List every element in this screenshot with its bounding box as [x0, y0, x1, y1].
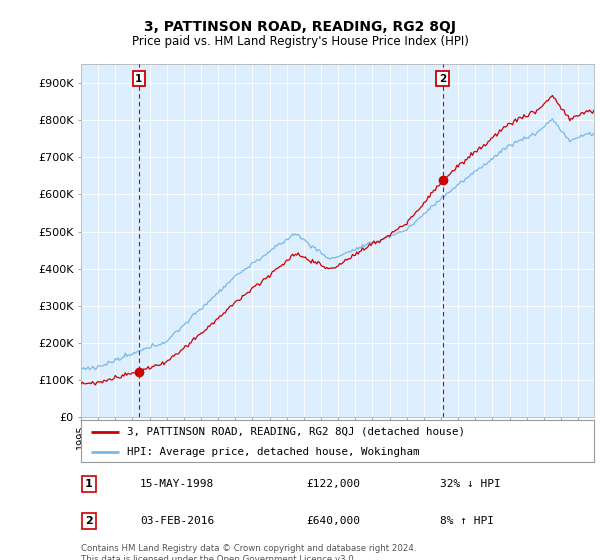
- Text: 15-MAY-1998: 15-MAY-1998: [140, 479, 214, 489]
- Text: 2: 2: [439, 73, 446, 83]
- Text: Contains HM Land Registry data © Crown copyright and database right 2024.
This d: Contains HM Land Registry data © Crown c…: [81, 544, 416, 560]
- Text: 3, PATTINSON ROAD, READING, RG2 8QJ: 3, PATTINSON ROAD, READING, RG2 8QJ: [144, 20, 456, 34]
- Text: 03-FEB-2016: 03-FEB-2016: [140, 516, 214, 526]
- Text: 32% ↓ HPI: 32% ↓ HPI: [440, 479, 501, 489]
- Text: £640,000: £640,000: [307, 516, 361, 526]
- Text: 1: 1: [135, 73, 142, 83]
- Text: 2: 2: [85, 516, 92, 526]
- Text: HPI: Average price, detached house, Wokingham: HPI: Average price, detached house, Woki…: [127, 447, 419, 457]
- Text: 3, PATTINSON ROAD, READING, RG2 8QJ (detached house): 3, PATTINSON ROAD, READING, RG2 8QJ (det…: [127, 427, 465, 437]
- Text: 1: 1: [85, 479, 92, 489]
- Text: Price paid vs. HM Land Registry's House Price Index (HPI): Price paid vs. HM Land Registry's House …: [131, 35, 469, 48]
- Text: £122,000: £122,000: [307, 479, 361, 489]
- Text: 8% ↑ HPI: 8% ↑ HPI: [440, 516, 494, 526]
